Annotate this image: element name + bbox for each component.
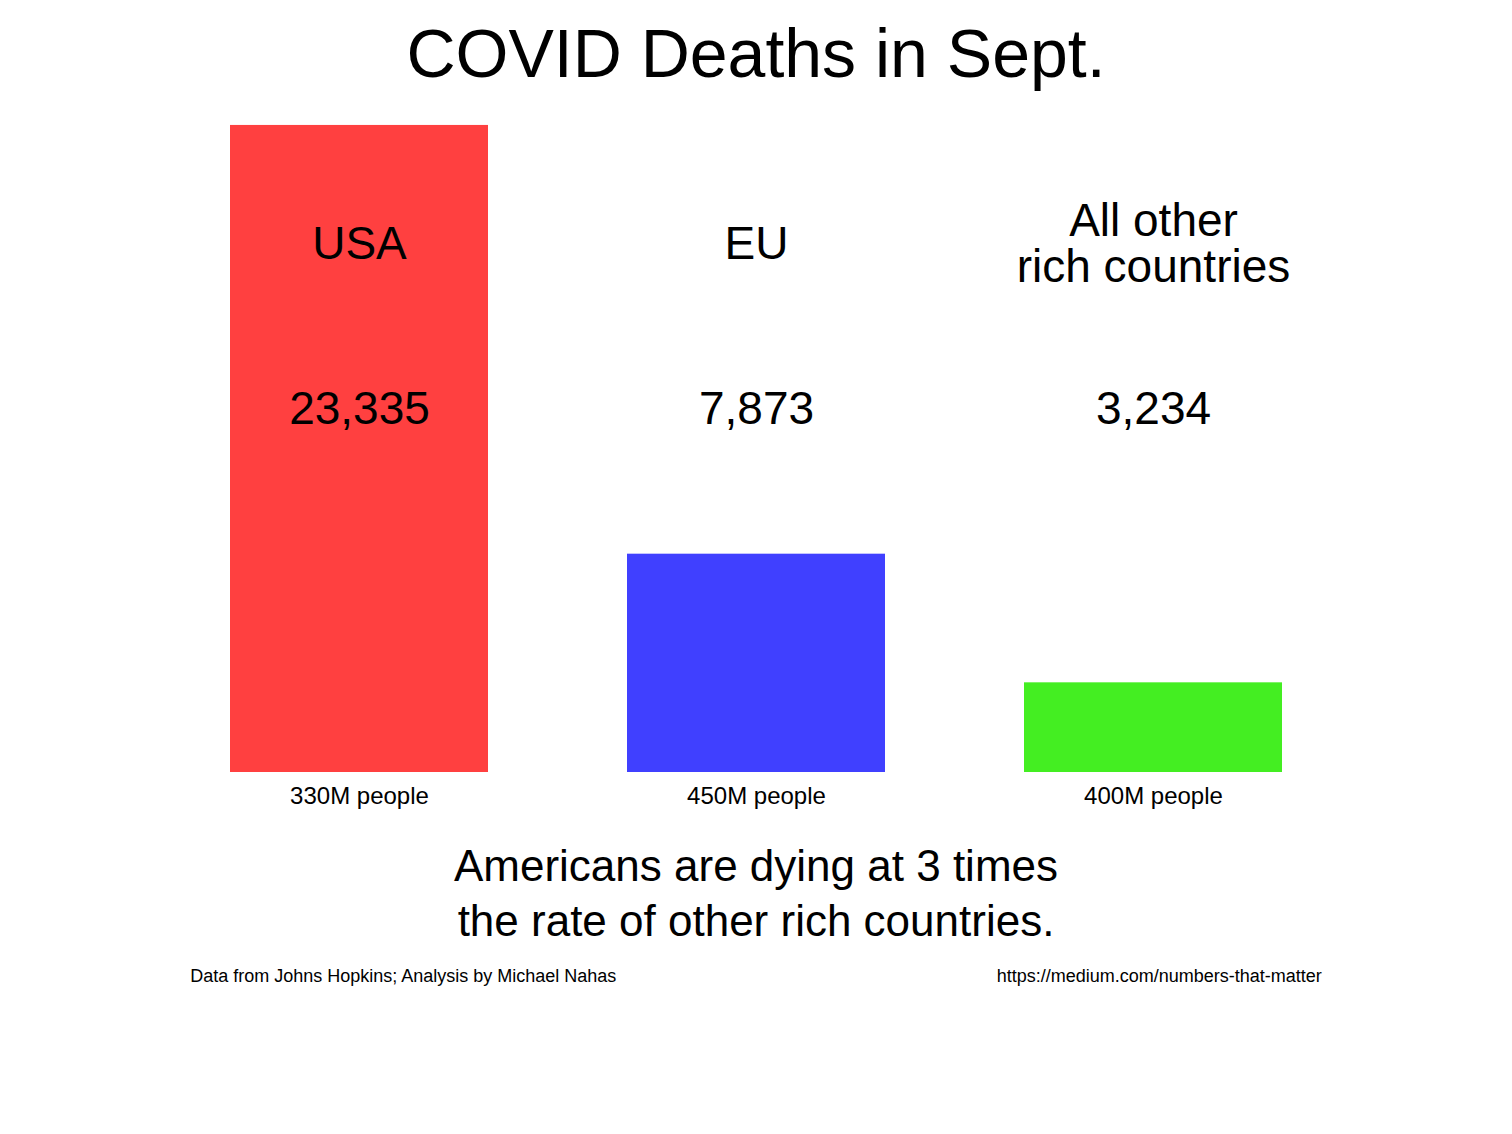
svg-text:All otherrich countries: All otherrich countries [1017, 194, 1291, 292]
html-text:https://medium.com/numbers-tha: https://medium.com/numbers-that-matter [996, 966, 1322, 987]
svg-text:7,873: 7,873 [699, 382, 814, 434]
html-text:Data from Johns Hopkins; Analy: Data from Johns Hopkins; Analysis by Mic… [190, 966, 617, 987]
svg-text:3,234: 3,234 [1096, 382, 1211, 434]
svg-text:23,335: 23,335 [289, 382, 430, 434]
svg-text:USA: USA [312, 217, 407, 269]
svg-text:330M people: 330M people [290, 782, 429, 809]
svg-text:EU: EU [725, 217, 789, 269]
svg-text:400M people: 400M people [1084, 782, 1223, 809]
html-text:Americans are dying at 3 times: Americans are dying at 3 times the rate … [454, 841, 1058, 946]
svg-text:450M people: 450M people [687, 782, 826, 809]
html-text:COVID Deaths in Sept.: COVID Deaths in Sept. [406, 15, 1106, 91]
